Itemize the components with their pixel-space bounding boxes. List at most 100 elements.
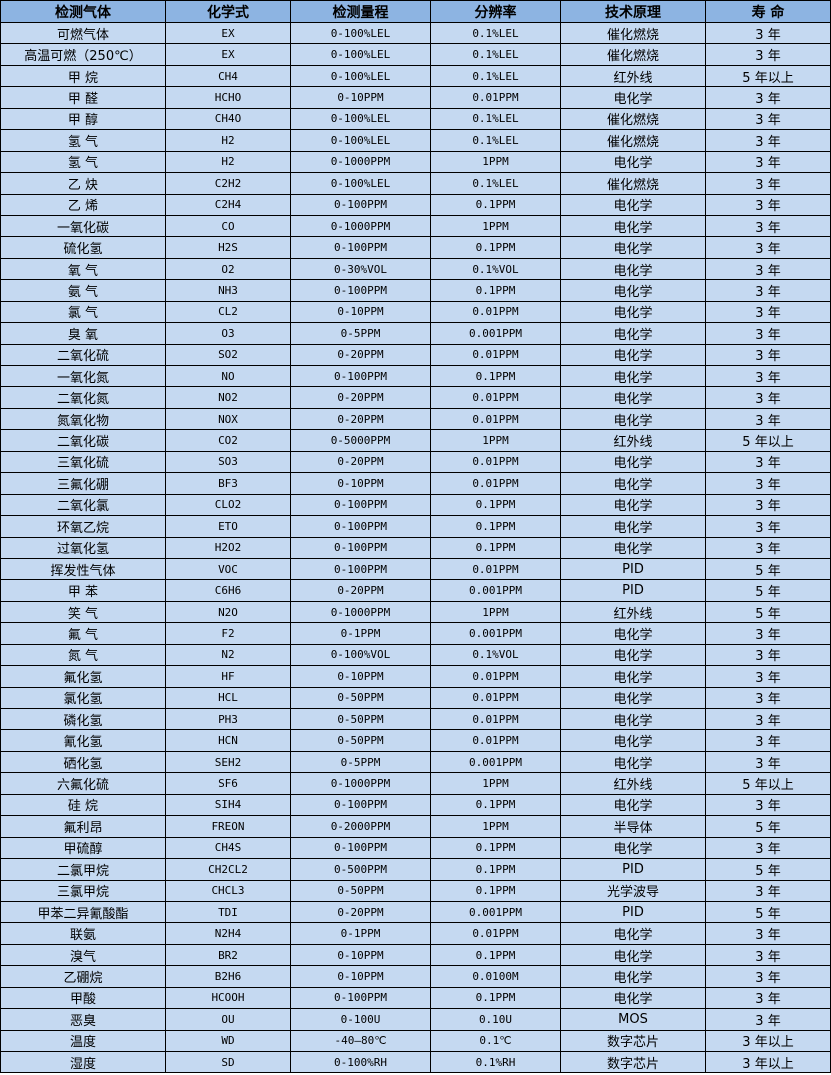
cell-gas-name: 二氧化硫 bbox=[0, 343, 166, 367]
cell-resolution: 0.1PPM bbox=[430, 364, 561, 388]
cell-formula: HCN bbox=[165, 729, 291, 752]
cell-principle: 电化学 bbox=[560, 86, 706, 109]
cell-lifespan: 3 年 bbox=[705, 750, 831, 774]
cell-range: 0-1000PPM bbox=[290, 772, 431, 795]
cell-principle: 红外线 bbox=[560, 64, 706, 88]
cell-lifespan: 5 年 bbox=[705, 815, 831, 838]
cell-formula: CO bbox=[165, 214, 291, 238]
table-row: 氟化氢 HF 0-10PPM 0.01PPM 电化学 3 年 bbox=[0, 665, 831, 688]
cell-gas-name: 一氧化氮 bbox=[0, 364, 166, 388]
cell-formula: NO bbox=[165, 364, 291, 388]
cell-range: 0-100U bbox=[290, 1008, 431, 1031]
cell-lifespan: 3 年 bbox=[705, 364, 831, 388]
cell-range: 0-10PPM bbox=[290, 300, 431, 324]
cell-formula: TDI bbox=[165, 900, 291, 924]
cell-principle: 催化燃烧 bbox=[560, 21, 706, 45]
cell-lifespan: 3 年 bbox=[705, 322, 831, 345]
cell-range: 0-50PPM bbox=[290, 686, 431, 710]
cell-formula: C6H6 bbox=[165, 579, 291, 602]
cell-formula: HCOOH bbox=[165, 986, 291, 1010]
table-row: 氢 气 H2 0-100%LEL 0.1%LEL 催化燃烧 3 年 bbox=[0, 129, 831, 152]
cell-range: -40—80℃ bbox=[290, 1029, 431, 1053]
cell-gas-name: 三氯甲烷 bbox=[0, 879, 166, 902]
cell-gas-name: 二氯甲烷 bbox=[0, 858, 166, 881]
table-row: 甲 醇 CH4O 0-100%LEL 0.1%LEL 催化燃烧 3 年 bbox=[0, 107, 831, 131]
cell-principle: 催化燃烧 bbox=[560, 129, 706, 152]
cell-principle: MOS bbox=[560, 1008, 706, 1031]
cell-lifespan: 3 年以上 bbox=[705, 1050, 831, 1074]
header-gas-name: 检测气体 bbox=[0, 0, 166, 23]
cell-gas-name: 六氟化硫 bbox=[0, 772, 166, 795]
table-row: 氢 气 H2 0-1000PPM 1PPM 电化学 3 年 bbox=[0, 150, 831, 174]
cell-lifespan: 5 年以上 bbox=[705, 772, 831, 795]
cell-principle: 红外线 bbox=[560, 772, 706, 795]
cell-resolution: 0.01PPM bbox=[430, 686, 561, 710]
cell-resolution: 0.01PPM bbox=[430, 665, 561, 688]
cell-resolution: 0.1%VOL bbox=[430, 257, 561, 281]
cell-formula: NH3 bbox=[165, 279, 291, 302]
cell-principle: PID bbox=[560, 557, 706, 581]
cell-gas-name: 二氧化氯 bbox=[0, 493, 166, 517]
cell-lifespan: 3 年 bbox=[705, 965, 831, 988]
cell-principle: PID bbox=[560, 858, 706, 881]
cell-gas-name: 氟 气 bbox=[0, 622, 166, 645]
cell-formula: SF6 bbox=[165, 772, 291, 795]
cell-gas-name: 氯 气 bbox=[0, 300, 166, 324]
table-row: 溴气 BR2 0-10PPM 0.1PPM 电化学 3 年 bbox=[0, 943, 831, 967]
cell-formula: SO2 bbox=[165, 343, 291, 367]
cell-principle: 电化学 bbox=[560, 257, 706, 281]
cell-formula: HCL bbox=[165, 686, 291, 710]
cell-range: 0-20PPM bbox=[290, 450, 431, 474]
cell-resolution: 1PPM bbox=[430, 815, 561, 838]
cell-lifespan: 3 年 bbox=[705, 214, 831, 238]
cell-principle: 电化学 bbox=[560, 665, 706, 688]
cell-resolution: 0.1%VOL bbox=[430, 643, 561, 667]
cell-gas-name: 恶臭 bbox=[0, 1008, 166, 1031]
cell-resolution: 0.1%LEL bbox=[430, 107, 561, 131]
cell-gas-name: 乙 炔 bbox=[0, 172, 166, 195]
cell-formula: NOX bbox=[165, 407, 291, 431]
cell-range: 0-50PPM bbox=[290, 879, 431, 902]
cell-gas-name: 臭 氧 bbox=[0, 322, 166, 345]
cell-gas-name: 氮氧化物 bbox=[0, 407, 166, 431]
cell-range: 0-100PPM bbox=[290, 279, 431, 302]
cell-principle: 电化学 bbox=[560, 364, 706, 388]
cell-gas-name: 硅 烷 bbox=[0, 793, 166, 817]
cell-principle: 半导体 bbox=[560, 815, 706, 838]
cell-range: 0-10PPM bbox=[290, 472, 431, 495]
table-row: 环氧乙烷 ETO 0-100PPM 0.1PPM 电化学 3 年 bbox=[0, 515, 831, 538]
cell-range: 0-20PPM bbox=[290, 343, 431, 367]
cell-range: 0-10PPM bbox=[290, 665, 431, 688]
cell-resolution: 0.01PPM bbox=[430, 922, 561, 945]
cell-formula: HCHO bbox=[165, 86, 291, 109]
cell-formula: H2S bbox=[165, 236, 291, 259]
cell-lifespan: 3 年 bbox=[705, 686, 831, 710]
cell-gas-name: 氟化氢 bbox=[0, 665, 166, 688]
cell-principle: 电化学 bbox=[560, 472, 706, 495]
cell-range: 0-5000PPM bbox=[290, 429, 431, 452]
cell-principle: 电化学 bbox=[560, 407, 706, 431]
table-row: 一氧化氮 NO 0-100PPM 0.1PPM 电化学 3 年 bbox=[0, 364, 831, 388]
cell-principle: 电化学 bbox=[560, 686, 706, 710]
table-row: 乙 烯 C2H4 0-100PPM 0.1PPM 电化学 3 年 bbox=[0, 193, 831, 216]
cell-principle: 电化学 bbox=[560, 922, 706, 945]
cell-gas-name: 氮 气 bbox=[0, 643, 166, 667]
table-row: 氧 气 O2 0-30%VOL 0.1%VOL 电化学 3 年 bbox=[0, 257, 831, 281]
cell-lifespan: 3 年 bbox=[705, 150, 831, 174]
cell-resolution: 0.1PPM bbox=[430, 193, 561, 216]
cell-range: 0-100PPM bbox=[290, 557, 431, 581]
cell-range: 0-100%RH bbox=[290, 1050, 431, 1074]
cell-gas-name: 氯化氢 bbox=[0, 686, 166, 710]
cell-formula: PH3 bbox=[165, 707, 291, 731]
cell-formula: N2H4 bbox=[165, 922, 291, 945]
cell-resolution: 1PPM bbox=[430, 150, 561, 174]
cell-formula: CH4S bbox=[165, 836, 291, 860]
cell-gas-name: 笑 气 bbox=[0, 600, 166, 624]
cell-principle: PID bbox=[560, 900, 706, 924]
table-row: 臭 氧 O3 0-5PPM 0.001PPM 电化学 3 年 bbox=[0, 322, 831, 345]
cell-range: 0-100PPM bbox=[290, 493, 431, 517]
cell-principle: 电化学 bbox=[560, 193, 706, 216]
cell-formula: CH4 bbox=[165, 64, 291, 88]
cell-gas-name: 挥发性气体 bbox=[0, 557, 166, 581]
header-range: 检测量程 bbox=[290, 0, 431, 23]
